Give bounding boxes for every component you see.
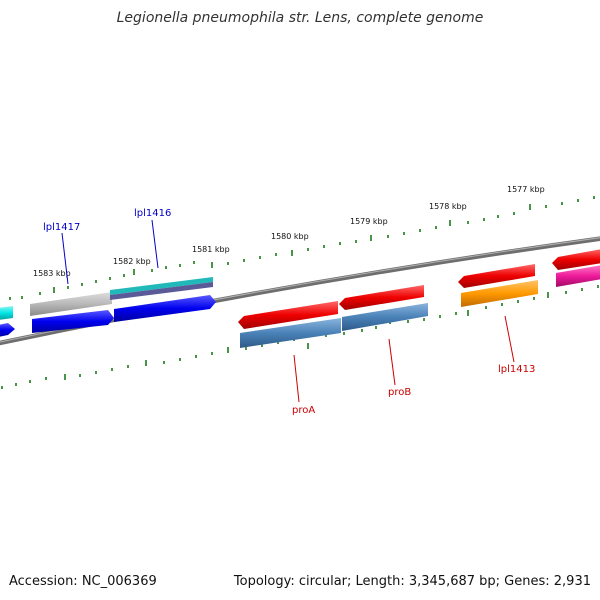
scale-labels: 1577 kbp 1578 kbp 1579 kbp 1580 kbp 1581… xyxy=(33,185,545,278)
leader-lpl1416 xyxy=(151,219,159,269)
leader-proA xyxy=(293,354,300,403)
leader-proB xyxy=(388,338,396,386)
scale-label-1578: 1578 kbp xyxy=(429,202,467,211)
scale-label-1581: 1581 kbp xyxy=(192,245,230,254)
gene-label-lpl1417[interactable]: lpl1417 xyxy=(43,222,80,233)
leader-lpl1413 xyxy=(504,315,515,363)
feature-cyan[interactable] xyxy=(0,306,13,320)
accession-text: Accession: NC_006369 xyxy=(9,574,157,589)
feature-red-proB[interactable] xyxy=(339,285,424,310)
feature-blue-lpl1417[interactable] xyxy=(32,310,114,333)
map-title: Legionella pneumophila str. Lens, comple… xyxy=(116,10,484,26)
feature-slate[interactable] xyxy=(110,282,213,300)
feature-red-proA[interactable] xyxy=(238,301,338,329)
gene-label-proA[interactable]: proA xyxy=(292,405,315,416)
outer-tick-ring xyxy=(9,196,595,300)
scale-label-1577: 1577 kbp xyxy=(507,185,545,194)
feature-magenta[interactable] xyxy=(556,265,600,287)
feature-blue-lpl1416[interactable] xyxy=(114,295,216,322)
feature-blue-left[interactable] xyxy=(0,323,15,337)
leader-lpl1417 xyxy=(61,232,69,285)
feature-steelblue-proA[interactable] xyxy=(240,318,341,348)
gene-label-lpl1416[interactable]: lpl1416 xyxy=(134,208,171,219)
feature-orange-lpl1413[interactable] xyxy=(461,280,538,307)
feature-red-lpl1413[interactable] xyxy=(458,264,535,288)
feature-steelblue-proB[interactable] xyxy=(342,303,428,331)
gene-label-proB[interactable]: proB xyxy=(388,387,411,398)
feature-teal[interactable] xyxy=(110,277,213,295)
gene-label-lpl1413[interactable]: lpl1413 xyxy=(498,364,535,375)
scale-label-1582: 1582 kbp xyxy=(113,257,151,266)
scale-label-1580: 1580 kbp xyxy=(271,232,309,241)
scale-label-1583: 1583 kbp xyxy=(33,269,71,278)
scale-label-1579: 1579 kbp xyxy=(350,217,388,226)
topology-text: Topology: circular; Length: 3,345,687 bp… xyxy=(233,574,591,589)
feature-red-right[interactable] xyxy=(552,249,600,270)
feature-gray[interactable] xyxy=(30,292,112,316)
